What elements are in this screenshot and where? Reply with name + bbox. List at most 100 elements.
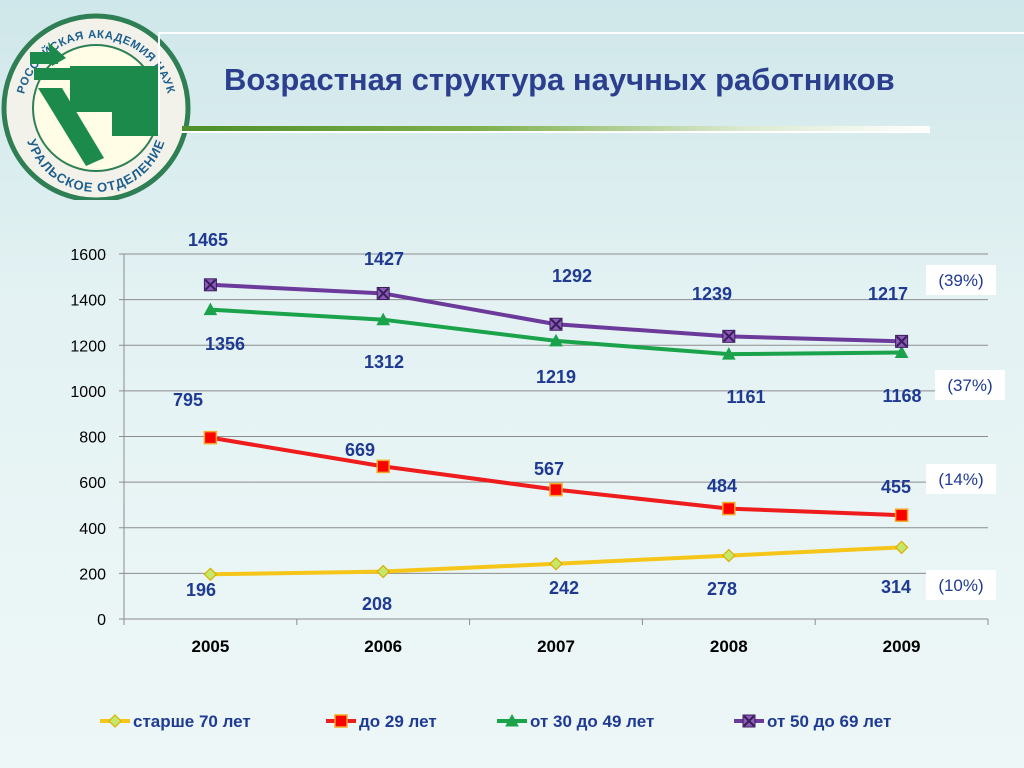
legend-marker (334, 714, 348, 728)
share-label: (37%) (947, 376, 992, 395)
marker-shape (203, 567, 218, 582)
legend-label: до 29 лет (359, 712, 437, 731)
axes: 0 200 400 600 800 1000 1200 1400 1600 2005 2006 200… (70, 247, 989, 656)
data-label: 1217 (868, 284, 908, 304)
data-label: 208 (362, 594, 392, 614)
legend-label: от 50 до 69 лет (767, 712, 891, 731)
data-label: 278 (707, 579, 737, 599)
marker-cross (723, 330, 735, 343)
legend-marker (505, 713, 519, 727)
legend: старше 70 лет до 29 лет от 30 до 49 лет от … (100, 712, 891, 731)
y-tick-label: 1200 (70, 338, 106, 355)
title-underline (182, 126, 930, 131)
data-point (895, 334, 909, 348)
data-label: 455 (881, 477, 911, 497)
share-box (926, 570, 996, 600)
data-point (376, 564, 391, 579)
data-label: 242 (549, 578, 579, 598)
data-point (722, 329, 736, 343)
data-point (376, 286, 390, 300)
marker-cross (895, 335, 908, 348)
x-tick-label: 2009 (883, 637, 921, 656)
title-underline-highlight (182, 131, 930, 133)
data-labels: 196 208 242 278 314 795 669 567 484 455 1356 1312 12… (173, 230, 922, 614)
data-point (549, 333, 563, 347)
data-label: 1465 (188, 230, 228, 250)
share-box (926, 464, 996, 494)
marker-shape (722, 501, 736, 516)
y-tick-label: 800 (79, 430, 106, 447)
marker-shape (376, 312, 391, 326)
data-point (549, 556, 563, 571)
data-label: 1161 (726, 387, 765, 407)
marker-shape (549, 556, 563, 571)
marker-cross (204, 279, 217, 291)
data-label: 1292 (552, 266, 592, 286)
share-box (926, 265, 996, 295)
logo-emblem: РОССИЙСКАЯ АКАДЕМИЯ НАУК УРАЛЬСКОЕ ОТДЕЛ… (1, 13, 191, 200)
marker-shape (376, 459, 390, 474)
y-tick-label: 1400 (70, 293, 106, 310)
series-line (210, 307, 902, 357)
y-tick-label: 1000 (70, 384, 106, 401)
marker-shape (721, 548, 736, 563)
data-point (894, 345, 909, 359)
data-point (549, 482, 563, 497)
data-label: 484 (707, 476, 737, 496)
marker-shape (505, 713, 519, 727)
share-label: (14%) (938, 470, 983, 489)
marker-shape (108, 714, 122, 728)
data-label: 314 (881, 577, 911, 597)
data-point (376, 459, 390, 474)
share-boxes: (10%) (14%) (37%) (39%) (926, 265, 1005, 600)
data-point (894, 508, 909, 522)
x-tick-label: 2007 (537, 637, 575, 656)
marker-cross (743, 715, 755, 727)
data-label: 795 (173, 390, 203, 410)
data-point (549, 317, 563, 331)
legend-marker (108, 714, 122, 728)
data-label: 1168 (882, 386, 921, 406)
marker-shape (721, 347, 736, 360)
data-label: 1239 (692, 284, 732, 304)
marker-shape (549, 482, 563, 497)
data-label: 567 (534, 459, 564, 479)
series (203, 278, 909, 582)
x-tick-label: 2006 (364, 637, 402, 656)
marker-shape (894, 540, 909, 555)
y-tick-label: 1600 (70, 247, 106, 264)
marker-shape (894, 345, 909, 359)
data-label: 1312 (364, 352, 404, 372)
y-tick-label: 400 (79, 521, 106, 538)
title-frame (158, 32, 1024, 134)
data-label: 1427 (364, 249, 404, 269)
marker-shape (203, 430, 218, 445)
data-label: 669 (345, 440, 375, 460)
data-point (203, 430, 218, 445)
data-point (721, 548, 736, 563)
x-tick-label: 2005 (191, 637, 229, 656)
data-point (203, 567, 218, 582)
marker-shape (376, 564, 391, 579)
share-box (935, 370, 1005, 400)
x-tick-label: 2008 (710, 637, 748, 656)
page-title: Возрастная структура научных работников (224, 62, 895, 97)
marker-shape (894, 508, 909, 522)
data-point (203, 278, 217, 292)
data-point (721, 347, 736, 360)
data-label: 196 (186, 580, 216, 600)
legend-label: старше 70 лет (133, 712, 251, 731)
share-label: (39%) (938, 271, 983, 290)
data-point (722, 501, 736, 516)
marker-cross (377, 287, 389, 300)
share-label: (10%) (938, 576, 983, 595)
data-point (203, 302, 218, 316)
data-label: 1356 (205, 334, 245, 354)
marker-shape (203, 302, 218, 316)
legend-label: от 30 до 49 лет (530, 712, 654, 731)
series-line (210, 282, 902, 344)
marker-shape (334, 714, 348, 728)
legend-marker (742, 714, 756, 728)
y-tick-label: 200 (79, 566, 106, 583)
